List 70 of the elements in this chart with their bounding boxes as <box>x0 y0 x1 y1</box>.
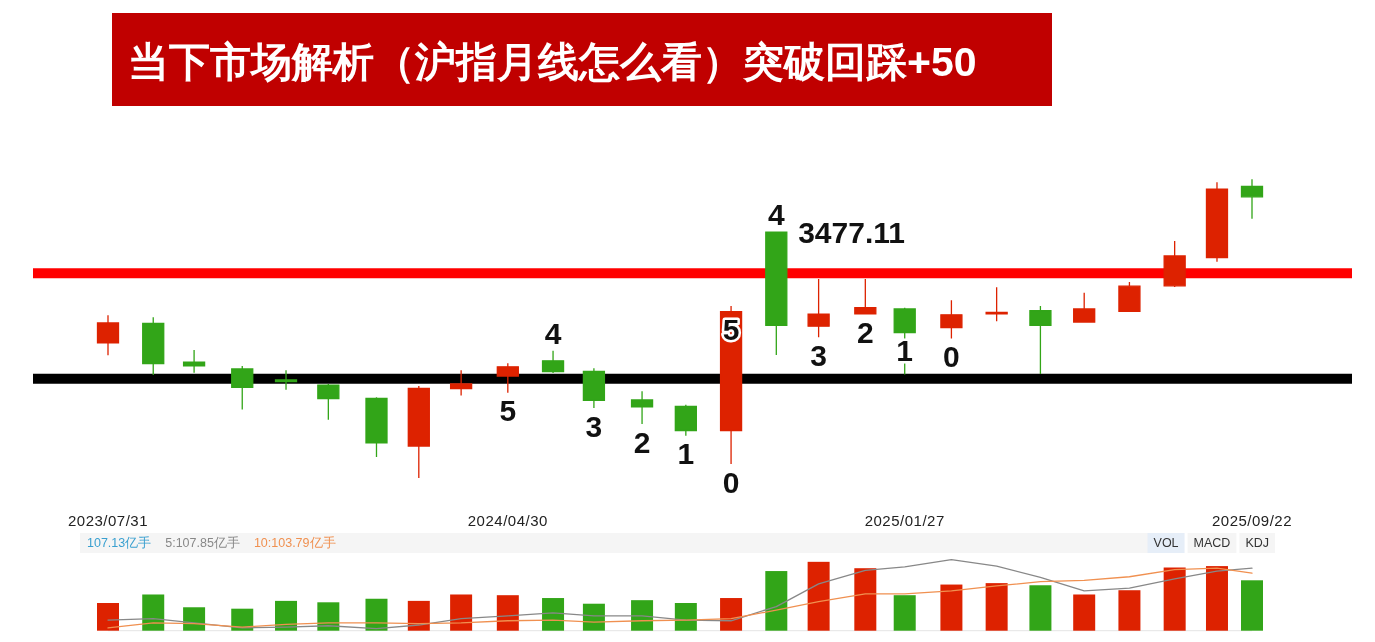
annotation: 4 <box>767 198 785 232</box>
annotation: 3 <box>585 409 603 443</box>
candlestick <box>1118 281 1141 312</box>
bar <box>631 600 654 631</box>
bar <box>765 571 788 631</box>
bar <box>720 598 743 631</box>
candlestick <box>1240 178 1264 220</box>
annotation: 5 <box>499 394 517 428</box>
candlestick <box>231 365 254 411</box>
candlestick <box>674 404 697 437</box>
annotation: 5 <box>722 313 740 347</box>
candlestick <box>142 316 165 376</box>
x-tick-label: 2024/04/30 <box>467 511 548 529</box>
annotation: 0 <box>943 340 960 374</box>
bar <box>142 594 165 631</box>
annotation: 4 <box>544 316 562 350</box>
bar <box>1073 594 1096 631</box>
candlestick <box>630 390 654 425</box>
candlestick <box>96 314 120 356</box>
candlestick <box>1205 181 1229 263</box>
candlestick <box>807 278 830 338</box>
bar <box>1163 567 1186 631</box>
annotation: 2 <box>856 315 874 349</box>
candlestick <box>985 286 1008 322</box>
bar <box>183 607 206 631</box>
bar <box>854 568 877 631</box>
candlestick <box>1029 305 1052 375</box>
x-tick-label: 2023/07/31 <box>67 511 149 529</box>
bar <box>275 600 298 631</box>
bar <box>807 561 830 631</box>
candlestick <box>765 231 788 356</box>
candlestick <box>407 385 430 479</box>
bar <box>97 603 119 631</box>
candlestick <box>582 367 606 409</box>
candlestick <box>940 299 963 340</box>
title: 当下市场解析（沪指月线怎么看）突破回踩+50 <box>112 13 1052 106</box>
bar <box>985 583 1008 631</box>
bar <box>1029 585 1052 631</box>
bar <box>674 603 697 631</box>
candlestick <box>541 350 565 374</box>
text: 10:103.79亿手 <box>253 536 336 550</box>
annotation: 2 <box>633 425 651 459</box>
candlestick <box>317 383 340 421</box>
bar <box>231 608 254 631</box>
text: 107.13亿手 <box>87 536 152 550</box>
bar <box>450 594 473 631</box>
candlestick <box>1163 240 1186 288</box>
bar <box>1205 566 1228 631</box>
candlestick <box>182 349 206 374</box>
annotation: 0 <box>722 465 740 499</box>
bar <box>1118 590 1141 631</box>
bar <box>893 595 916 631</box>
candlestick <box>449 369 473 397</box>
candlestick <box>274 369 298 391</box>
chart-title: 当下市场解析（沪指月线怎么看）突破回踩+50 <box>128 39 977 85</box>
x-tick-label: 2025/01/27 <box>864 511 945 529</box>
annotation: 3477.11 <box>798 216 905 250</box>
candlestick <box>496 362 519 394</box>
candlestick <box>854 278 877 315</box>
candlestick <box>365 396 388 458</box>
bar <box>496 595 519 631</box>
bar <box>407 600 430 631</box>
x-tick-label: 2025/09/22 <box>1211 511 1293 529</box>
text: 5:107.85亿手 <box>165 536 240 550</box>
bar <box>940 584 963 631</box>
annotation: 3 <box>810 338 827 372</box>
annotation: 1 <box>677 437 695 471</box>
bar <box>542 598 565 631</box>
candlestick <box>1073 292 1096 324</box>
bar <box>1241 580 1263 631</box>
